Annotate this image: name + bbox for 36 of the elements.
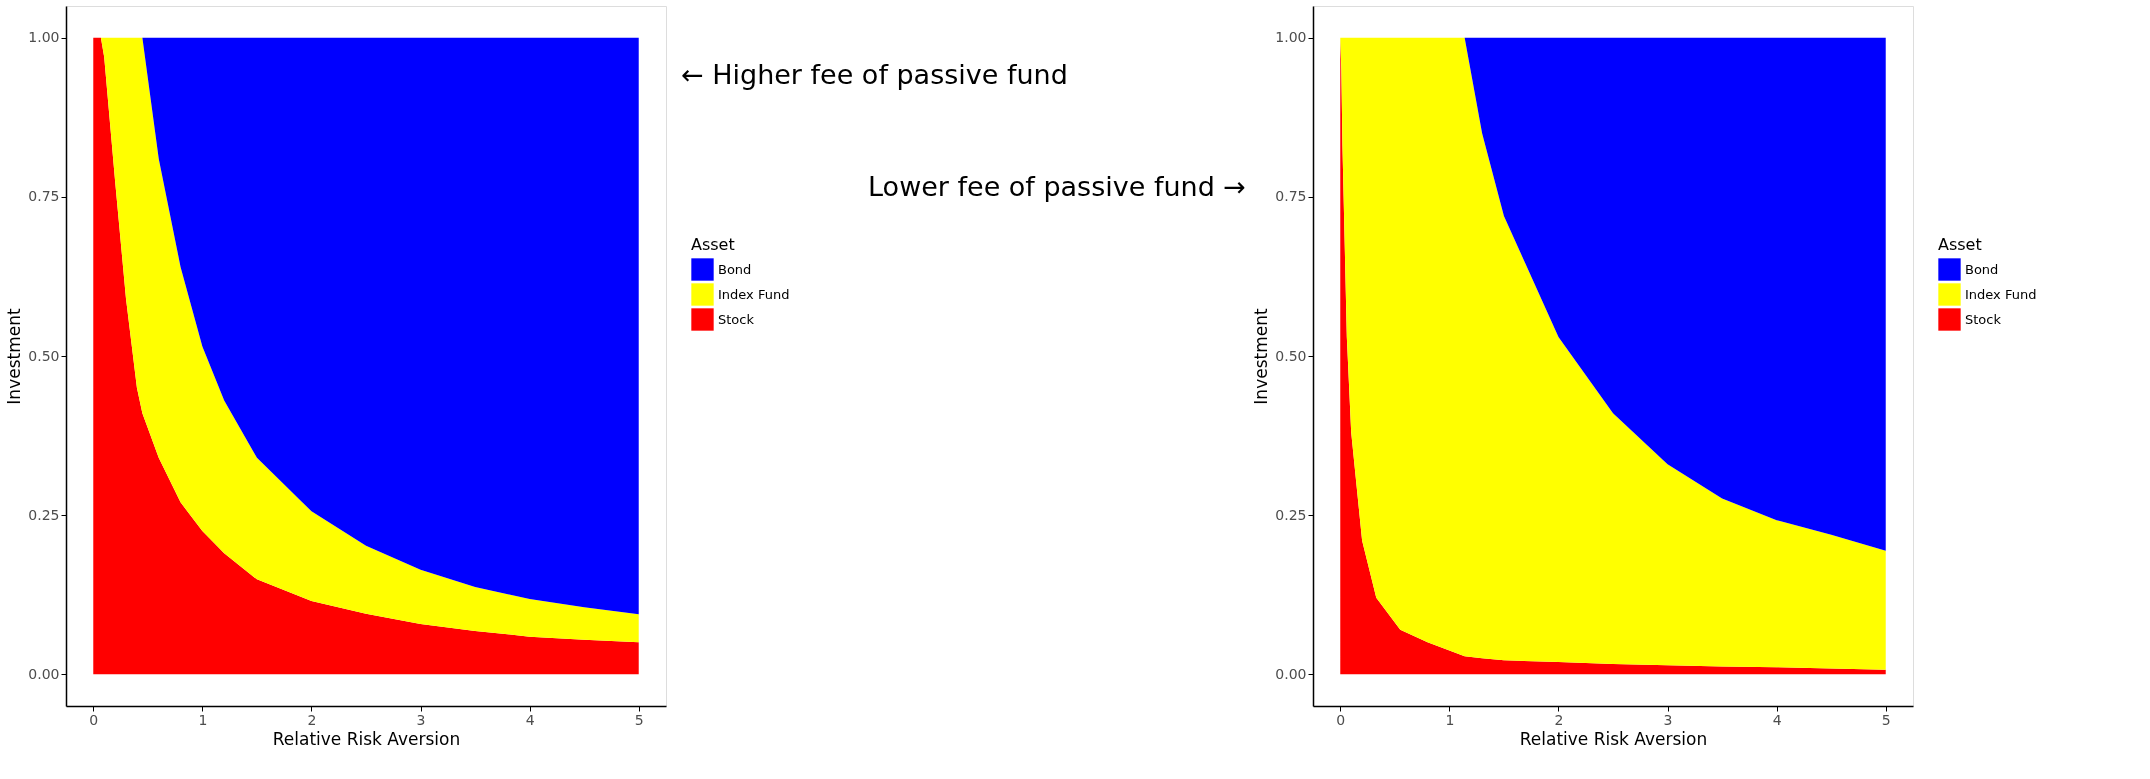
y-axis-title: Investment — [4, 308, 25, 405]
y-tick-label: 1.00 — [28, 29, 60, 46]
legend-label: Index Fund — [1965, 286, 2037, 302]
x-tick-label: 4 — [1772, 711, 1782, 728]
x-axis-title: Relative Risk Aversion — [1519, 728, 1708, 749]
x-tick-label: 0 — [1336, 711, 1346, 728]
y-tick-label: 0.50 — [28, 347, 60, 364]
legend-label: Stock — [1965, 311, 2002, 327]
y-axis-title: Investment — [1251, 308, 1272, 405]
legend-label: Bond — [1965, 261, 1999, 277]
legend-title: Asset — [1938, 235, 1982, 254]
x-tick-label: 5 — [634, 711, 644, 728]
x-tick-label: 4 — [525, 711, 535, 728]
y-tick-label: 0.50 — [1275, 347, 1307, 364]
y-tick-label: 0.25 — [28, 506, 60, 523]
y-tick-label: 0.25 — [1275, 506, 1307, 523]
x-tick-label: 3 — [1663, 711, 1673, 728]
x-axis-title: Relative Risk Aversion — [272, 728, 461, 749]
y-tick-label: 0.75 — [28, 188, 60, 205]
x-tick-label: 2 — [307, 711, 317, 728]
legend-title: Asset — [691, 235, 735, 254]
text: Lower fee of passive fund → — [868, 171, 1246, 202]
legend-label: Stock — [718, 311, 755, 327]
legend-label: Bond — [718, 261, 752, 277]
x-tick-label: 1 — [198, 711, 208, 728]
legend-label: Index Fund — [718, 286, 790, 302]
text: ← Higher fee of passive fund — [681, 59, 1068, 90]
y-tick-label: 0.00 — [1275, 665, 1307, 682]
y-tick-label: 1.00 — [1275, 29, 1307, 46]
x-tick-label: 1 — [1445, 711, 1455, 728]
x-tick-label: 2 — [1554, 711, 1564, 728]
y-tick-label: 0.00 — [28, 665, 60, 682]
x-tick-label: 3 — [416, 711, 426, 728]
x-tick-label: 5 — [1881, 711, 1891, 728]
y-tick-label: 0.75 — [1275, 188, 1307, 205]
x-tick-label: 0 — [89, 711, 99, 728]
